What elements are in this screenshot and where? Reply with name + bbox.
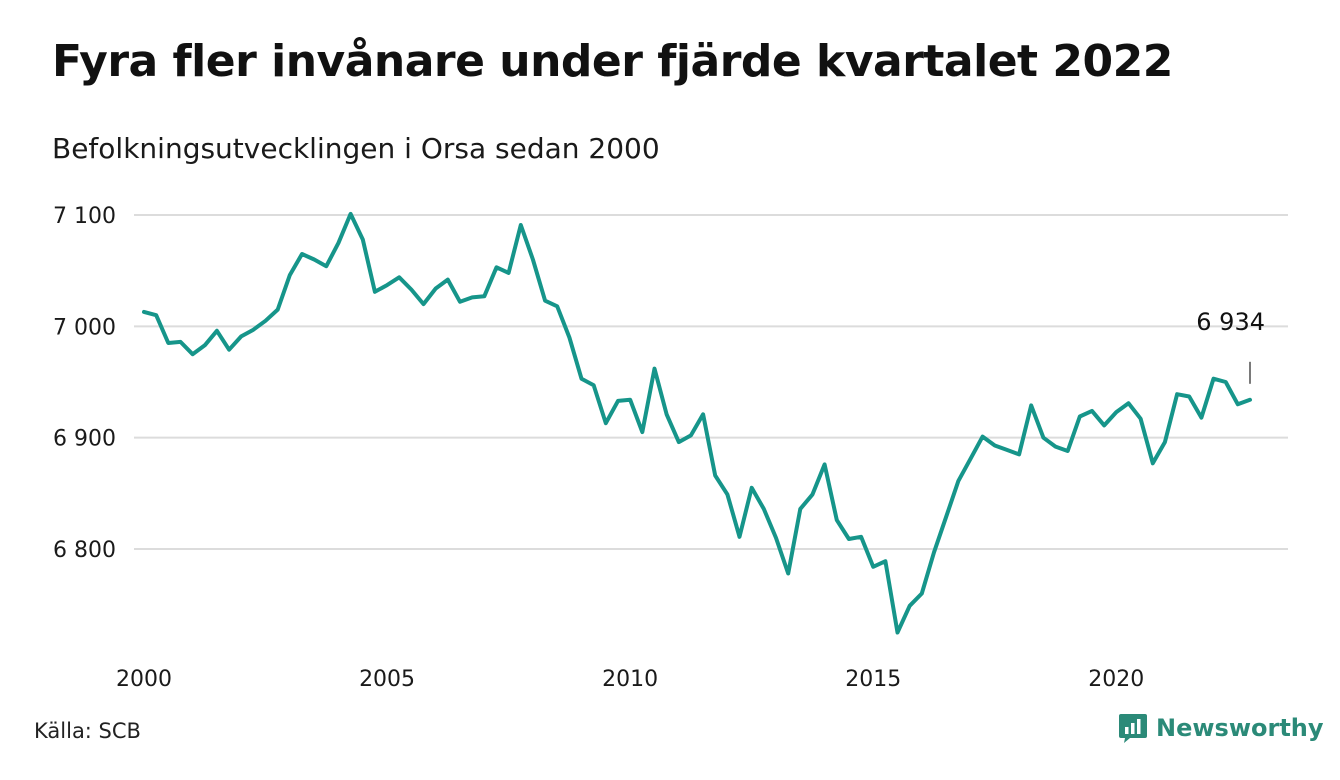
y-tick-label: 7 000 [53,315,116,340]
y-tick-label: 6 800 [53,538,116,563]
x-tick-label: 2005 [359,667,415,692]
gridlines [134,214,1288,550]
x-tick-label: 2020 [1088,667,1144,692]
series-line [142,211,1252,635]
x-axis-ticks: 2000 2005 2010 2015 2020 [116,667,1144,692]
x-tick-label: 2010 [602,667,658,692]
newsworthy-logo[interactable]: Newsworthy [1118,712,1324,744]
source-label: Källa: SCB [34,719,141,743]
y-axis-ticks: 6 800 6 900 7 000 7 100 [53,204,116,563]
y-tick-label: 7 100 [53,204,116,229]
annotation-label: 6 934 [1196,308,1265,336]
annotation-layer: 6 934 [1196,308,1265,384]
y-tick-label: 6 900 [53,427,116,452]
newsworthy-logo-text: Newsworthy [1156,714,1324,742]
series-layer [142,211,1252,635]
chart-title: Fyra fler invånare under fjärde kvartale… [52,36,1173,87]
x-tick-label: 2000 [116,667,172,692]
x-tick-label: 2015 [845,667,901,692]
chart-subtitle: Befolkningsutvecklingen i Orsa sedan 200… [52,132,660,165]
newsworthy-logo-icon [1119,714,1147,743]
